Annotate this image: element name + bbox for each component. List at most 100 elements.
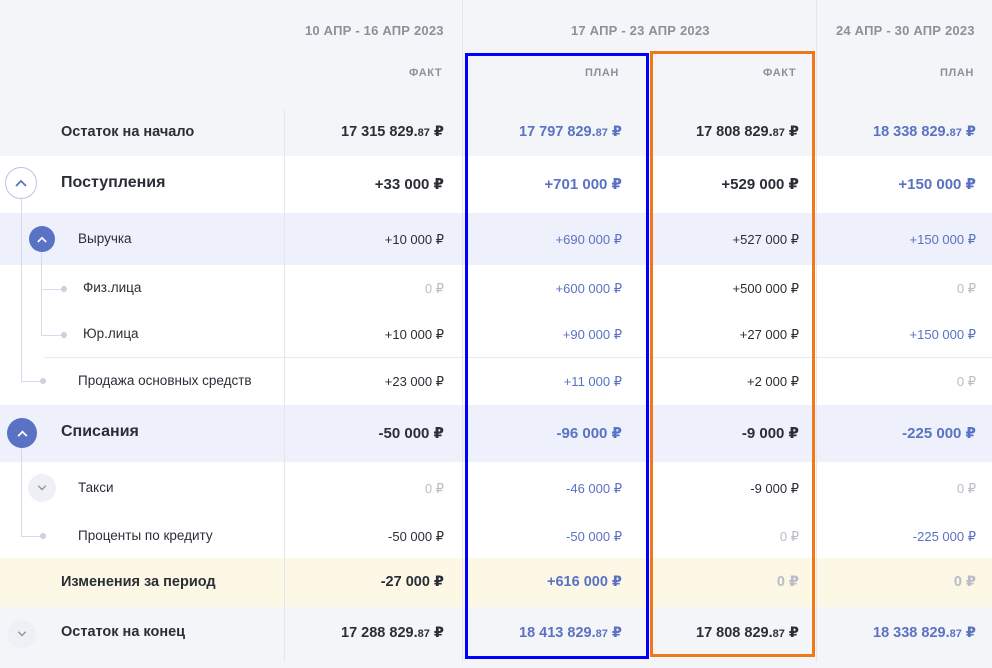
value-cell: +90 000 ₽ [562,327,622,342]
period-3-dates: 24 АПР - 30 АПР 2023 [836,23,975,38]
tree-dot [61,286,67,292]
value-cell: +500 000 ₽ [732,281,799,296]
chevron-up-icon [17,430,27,437]
value-cell: +616 000 ₽ [547,574,622,590]
table-row-revenue[interactable]: Выручка +10 000 ₽ +690 000 ₽ +527 000 ₽ … [0,213,992,265]
value-cell: 0 ₽ [953,574,976,590]
separator [44,357,992,358]
row-label: Изменения за период [61,574,216,590]
table-row-opening[interactable]: Остаток на начало 17 315 829.87 ₽ 17 797… [0,110,992,156]
tree-line [41,335,63,336]
value-cell: +2 000 ₽ [746,374,799,389]
row-label: Продажа основных средств [78,373,252,388]
table-row-individuals[interactable]: Физ.лица 0 ₽ +600 000 ₽ +500 000 ₽ 0 ₽ [0,265,992,311]
value-cell: 17 797 829.87 ₽ [519,124,622,140]
value-cell: +10 000 ₽ [384,232,444,247]
value-cell: -96 000 ₽ [556,425,622,442]
row-bg-sub-income [0,265,992,405]
row-label: Поступления [61,174,166,191]
value-cell: 17 315 829.87 ₽ [341,124,444,140]
table-row-taxi[interactable]: Такси 0 ₽ -46 000 ₽ -9 000 ₽ 0 ₽ [0,462,992,512]
value-cell: +600 000 ₽ [555,281,622,296]
value-cell: 0 ₽ [779,529,799,544]
period-2-dates: 17 АПР - 23 АПР 2023 [571,23,710,38]
row-bg-revenue [0,213,992,265]
chevron-up-icon [37,236,47,243]
period-1-dates: 10 АПР - 16 АПР 2023 [305,23,444,38]
table-row-asset-sale[interactable]: Продажа основных средств +23 000 ₽ +11 0… [0,358,992,405]
value-cell: +690 000 ₽ [555,232,622,247]
tree-line [41,251,42,336]
value-cell: 17 808 829.87 ₽ [696,625,799,641]
tree-line [21,536,41,537]
value-cell: +27 000 ₽ [739,327,799,342]
chevron-up-icon [15,179,27,187]
value-cell: 0 ₽ [956,481,976,496]
row-label: Проценты по кредиту [78,528,213,543]
value-cell: 17 288 829.87 ₽ [341,625,444,641]
toggle-revenue[interactable] [29,226,55,252]
tree-dot [40,533,46,539]
tree-line [21,381,41,382]
value-cell: +23 000 ₽ [384,374,444,389]
tree-line [21,446,22,537]
row-label: Физ.лица [83,280,142,295]
row-label: Остаток на конец [61,624,186,640]
value-cell: 0 ₽ [424,481,444,496]
tree-dot [40,378,46,384]
tree-line [21,199,22,382]
row-bg-income [0,156,992,213]
table-row-period-change[interactable]: Изменения за период -27 000 ₽ +616 000 ₽… [0,558,992,607]
value-cell: +150 000 ₽ [909,327,976,342]
row-label: Такси [78,480,114,495]
value-cell: -50 000 ₽ [388,529,444,544]
value-cell: 0 ₽ [776,574,799,590]
value-cell: -50 000 ₽ [378,425,444,442]
col-1-type: ФАКТ [409,67,443,79]
table-row-loan-interest[interactable]: Проценты по кредиту -50 000 ₽ -50 000 ₽ … [0,512,992,558]
value-cell: -46 000 ₽ [566,481,622,496]
value-cell: 18 413 829.87 ₽ [519,625,622,641]
chevron-down-icon [37,485,47,491]
col-divider [462,0,463,662]
value-cell: 0 ₽ [956,281,976,296]
table-row-closing[interactable]: Остаток на конец 17 288 829.87 ₽ 18 413 … [0,607,992,662]
value-cell: 17 808 829.87 ₽ [696,124,799,140]
value-cell: +527 000 ₽ [732,232,799,247]
value-cell: -9 000 ₽ [741,425,799,442]
row-bg-sub-expenses [0,462,992,558]
table-header: 10 АПР - 16 АПР 2023 17 АПР - 23 АПР 202… [0,0,992,110]
tree-line [41,289,63,290]
row-bg-closing [0,607,992,662]
value-cell: +529 000 ₽ [721,176,799,193]
table-row-expenses[interactable]: Списания -50 000 ₽ -96 000 ₽ -9 000 ₽ -2… [0,405,992,462]
value-cell: +150 000 ₽ [909,232,976,247]
row-label: Выручка [78,231,132,246]
toggle-taxi[interactable] [28,474,56,502]
value-cell: -27 000 ₽ [380,574,444,590]
col-4-type: ПЛАН [940,67,974,79]
value-cell: 0 ₽ [424,281,444,296]
row-label: Юр.лица [83,326,139,341]
table-row-legal-entities[interactable]: Юр.лица +10 000 ₽ +90 000 ₽ +27 000 ₽ +1… [0,311,992,357]
value-cell: +11 000 ₽ [563,374,622,389]
value-cell: +150 000 ₽ [898,176,976,193]
toggle-closing[interactable] [8,620,36,648]
row-bg-opening [0,110,992,156]
row-label: Списания [61,423,139,440]
table-row-income[interactable]: Поступления +33 000 ₽ +701 000 ₽ +529 00… [0,156,992,213]
value-cell: -9 000 ₽ [750,481,799,496]
toggle-expenses[interactable] [7,418,37,448]
value-cell: -50 000 ₽ [566,529,622,544]
value-cell: -225 000 ₽ [902,425,976,442]
tree-dot [61,332,67,338]
row-label: Остаток на начало [61,124,195,140]
value-cell: -225 000 ₽ [912,529,976,544]
value-cell: 18 338 829.87 ₽ [873,124,976,140]
value-cell: +10 000 ₽ [384,327,444,342]
chevron-down-icon [17,631,27,637]
toggle-income[interactable] [5,167,37,199]
col-divider [284,110,285,662]
value-cell: 18 338 829.87 ₽ [873,625,976,641]
col-2-type: ПЛАН [585,67,619,79]
